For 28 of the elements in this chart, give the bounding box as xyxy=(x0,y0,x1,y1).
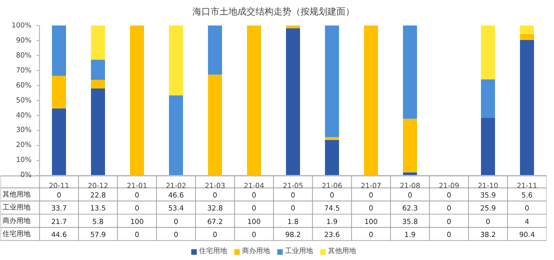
bar xyxy=(520,40,534,176)
bar xyxy=(168,95,184,176)
bar xyxy=(130,25,144,176)
bar xyxy=(402,118,418,172)
bar xyxy=(402,25,418,119)
bar xyxy=(324,25,340,137)
bar xyxy=(480,79,496,118)
bar xyxy=(480,25,496,80)
bar xyxy=(90,80,106,88)
chart-title: 海口市土地成交结构走势（按规划建面） xyxy=(192,6,354,18)
bar xyxy=(246,25,262,176)
bar xyxy=(90,88,106,176)
bar xyxy=(324,136,340,140)
bar xyxy=(480,118,496,176)
bar xyxy=(90,60,106,80)
bar xyxy=(286,25,300,28)
bar xyxy=(324,140,340,176)
bar xyxy=(208,25,222,75)
bar xyxy=(520,34,534,40)
bar xyxy=(52,76,66,108)
bar xyxy=(520,25,534,34)
bar xyxy=(90,25,106,60)
bar xyxy=(168,25,184,96)
bar xyxy=(364,25,378,176)
bar xyxy=(52,25,66,76)
bar xyxy=(208,74,222,176)
bar xyxy=(286,28,300,176)
bar xyxy=(52,108,66,176)
